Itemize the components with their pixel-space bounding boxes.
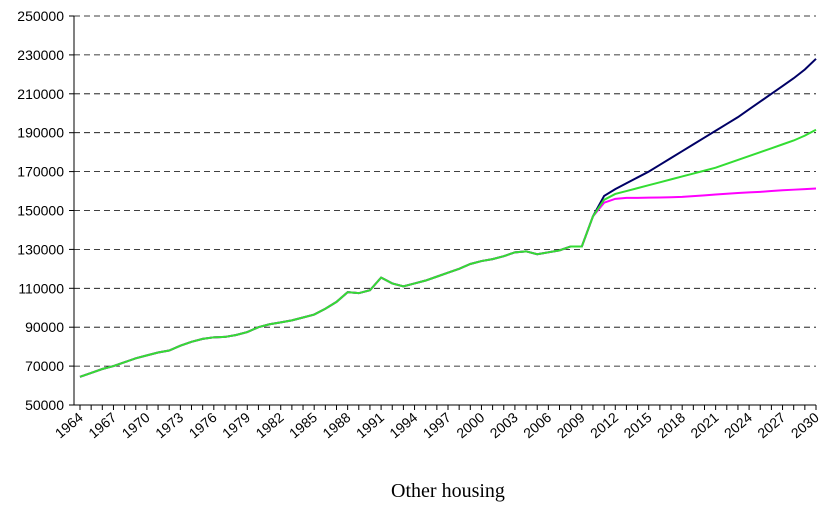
- y-tick-label: 190000: [17, 125, 64, 141]
- x-tick-label: 1991: [353, 409, 387, 441]
- x-tick-label: 1982: [253, 409, 287, 441]
- x-tick-label: 2015: [621, 409, 655, 441]
- x-tick-label: 2027: [754, 409, 788, 441]
- x-tick-label: 1979: [219, 409, 253, 441]
- x-tick-label: 2021: [687, 409, 721, 441]
- x-tick-label: 2000: [453, 409, 487, 441]
- x-tick-label: 2006: [520, 409, 554, 441]
- x-tick-label: 1997: [420, 409, 454, 441]
- y-tick-label: 250000: [17, 8, 64, 24]
- x-tick-label: 1967: [85, 409, 119, 441]
- x-tick-label: 1976: [186, 409, 220, 441]
- y-tick-label: 230000: [17, 47, 64, 63]
- y-tick-label: 110000: [18, 280, 64, 296]
- series-line: [79, 187, 817, 378]
- x-tick-label: 1970: [119, 409, 153, 441]
- y-tick-label: 70000: [25, 358, 64, 374]
- x-tick-label: 2018: [654, 409, 688, 441]
- y-tick-label: 170000: [17, 164, 64, 180]
- y-tick-label: 50000: [25, 397, 64, 413]
- y-tick-label: 90000: [25, 319, 64, 335]
- chart-title: Other housing: [391, 480, 505, 502]
- y-tick-label: 150000: [17, 203, 64, 219]
- y-tick-label: 130000: [17, 241, 64, 257]
- x-tick-label: 1988: [319, 409, 353, 441]
- x-tick-label: 1973: [152, 409, 186, 441]
- x-tick-label: 2012: [587, 409, 621, 441]
- x-tick-label: 1994: [386, 409, 420, 441]
- series-line: [79, 128, 817, 378]
- series-line: [79, 58, 817, 378]
- y-tick-label: 210000: [17, 86, 64, 102]
- x-tick-label: 1964: [52, 409, 86, 441]
- x-tick-label: 1985: [286, 409, 320, 441]
- x-tick-label: 2024: [721, 409, 755, 441]
- x-tick-label: 2030: [788, 409, 820, 441]
- x-tick-label: 2009: [554, 409, 588, 441]
- x-tick-label: 2003: [487, 409, 521, 441]
